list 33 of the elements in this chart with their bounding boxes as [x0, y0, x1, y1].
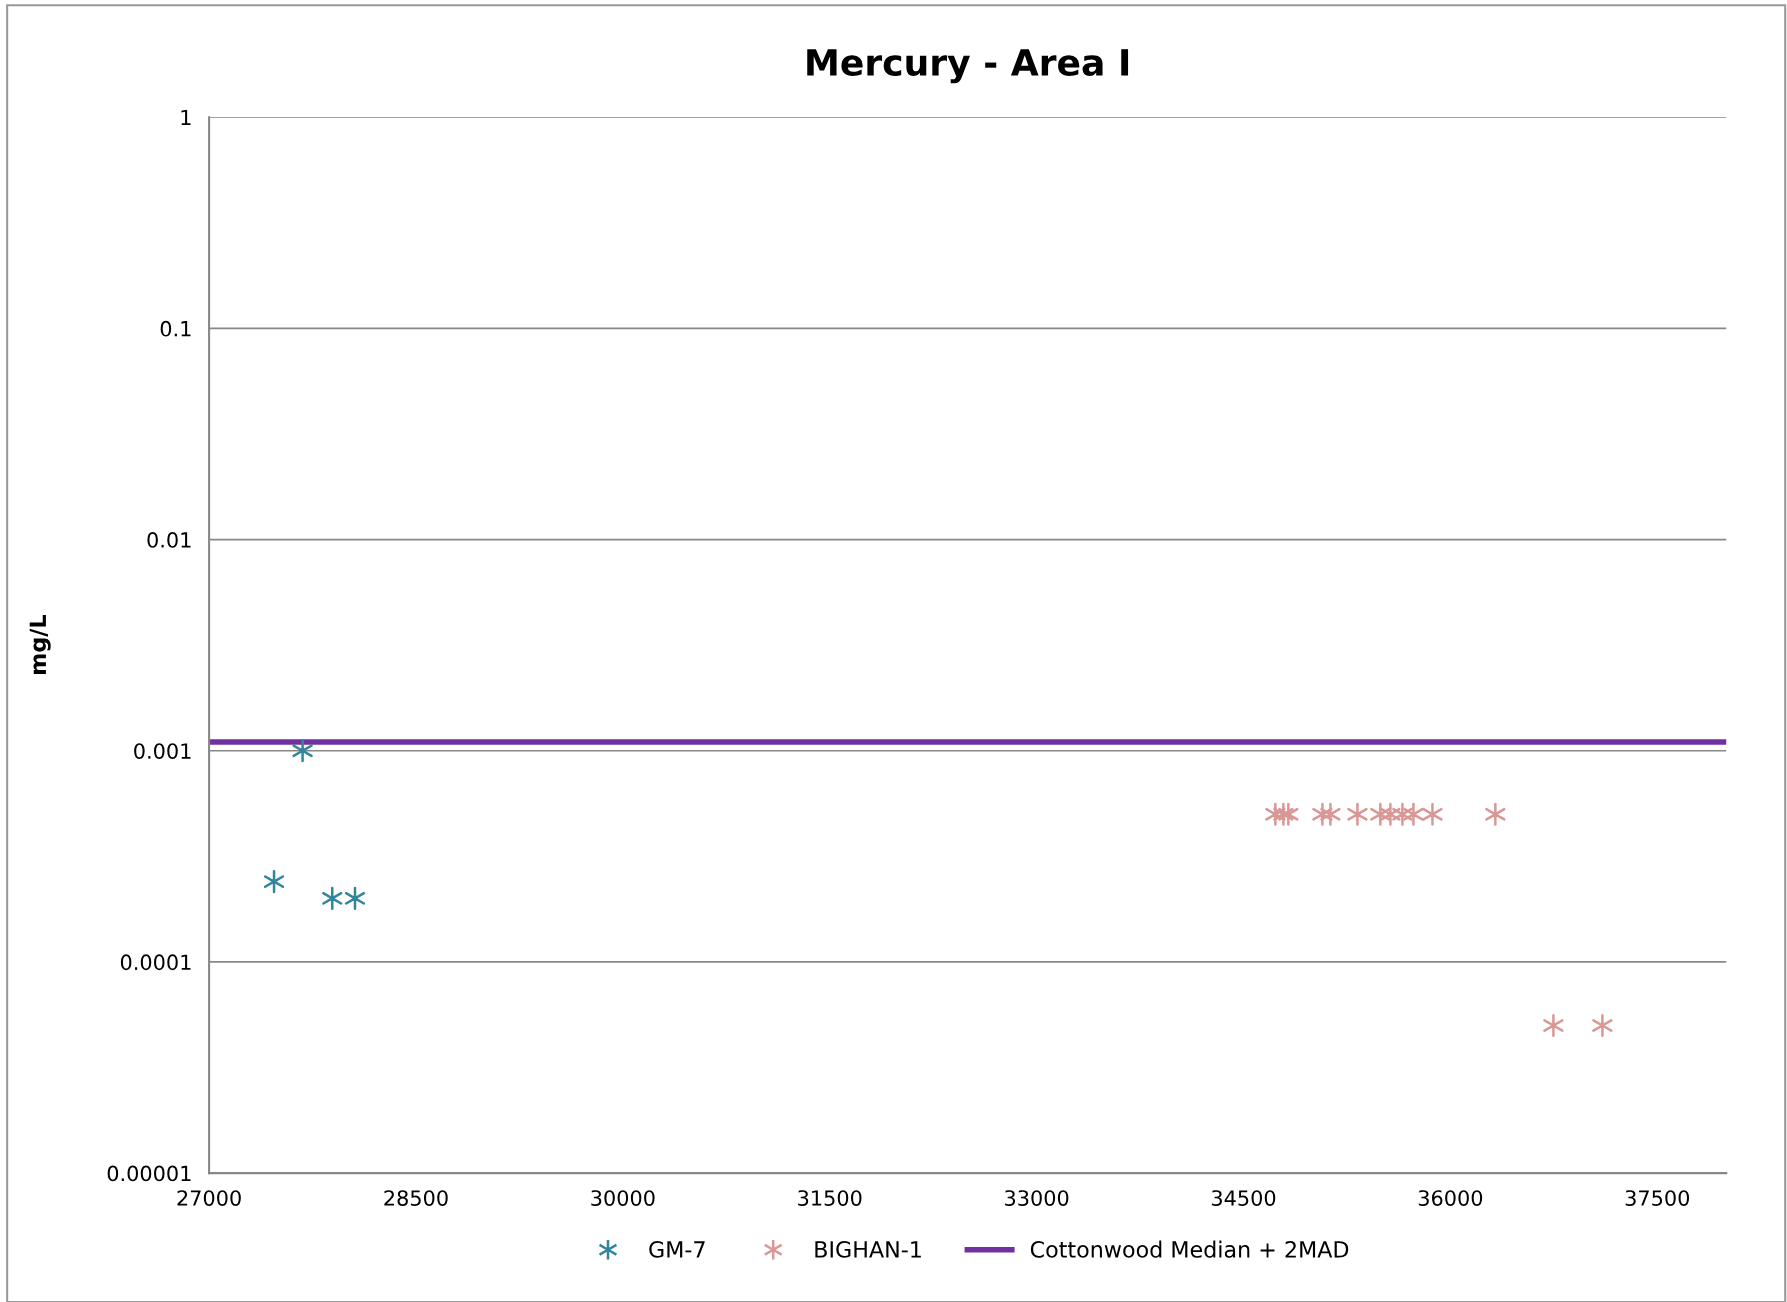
y-tick-label: 0.00001	[107, 1165, 191, 1182]
y-tick-label: 0.001	[134, 743, 191, 759]
point	[322, 886, 343, 910]
point	[1543, 1013, 1564, 1038]
x-tick-label: 28500	[384, 1190, 448, 1206]
y-tick-label: 0.0001	[120, 954, 191, 971]
point	[1380, 802, 1401, 826]
point	[344, 886, 366, 910]
point	[1422, 802, 1443, 826]
y-axis-title: mg/L	[29, 615, 51, 674]
x-tick-label: 27000	[177, 1190, 241, 1206]
legend-label: GM-7	[649, 1241, 705, 1258]
x-tick-label: 34500	[1211, 1190, 1276, 1206]
x-tick-label: 33000	[1005, 1190, 1069, 1206]
point	[1320, 802, 1341, 826]
point	[1592, 1013, 1613, 1038]
legend-label: BIGHAN-1	[815, 1241, 921, 1258]
y-tick-label: 0.01	[147, 532, 191, 548]
point	[292, 739, 313, 763]
point	[263, 870, 285, 894]
x-tick-label: 36000	[1418, 1190, 1483, 1206]
legend-label: Cottonwood Median + 2MAD	[1030, 1240, 1349, 1258]
x-tick-label: 30000	[591, 1190, 655, 1206]
y-tick-label: 0.1	[160, 320, 191, 337]
point	[1485, 802, 1506, 826]
point	[1347, 802, 1368, 826]
point	[1278, 802, 1299, 826]
x-tick-label: 31500	[798, 1190, 862, 1206]
y-tick-label: 1	[181, 109, 191, 126]
point	[1392, 802, 1413, 826]
chart-title: Mercury - Area I	[807, 49, 1129, 84]
x-tick-label: 37500	[1625, 1190, 1690, 1206]
point	[1403, 802, 1424, 826]
